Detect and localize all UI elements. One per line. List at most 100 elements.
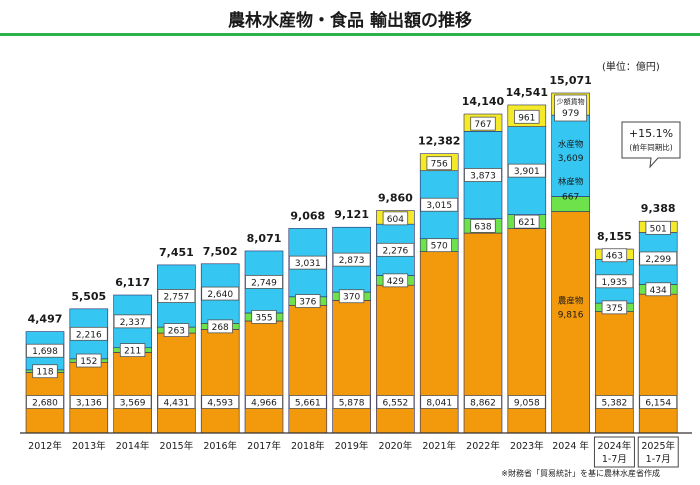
value-label-fish: 3,873 <box>470 171 496 181</box>
unit-label: (単位：億円) <box>602 62 660 73</box>
value-label-small: 961 <box>518 113 535 123</box>
value-label-agri: 6,154 <box>645 399 671 409</box>
value-label-forest: 434 <box>650 286 667 296</box>
value-label-forest: 370 <box>343 293 360 303</box>
value-label-forest: 376 <box>299 298 316 308</box>
value-label-small: 979 <box>562 109 579 119</box>
value-label-agri: 6,552 <box>383 399 409 409</box>
total-label: 15,071 <box>549 74 591 87</box>
value-label-forest: 638 <box>474 222 491 232</box>
value-label-forest-box <box>382 273 409 288</box>
value-label-forest: 667 <box>562 193 579 203</box>
value-label-fish-box <box>113 314 152 329</box>
value-label-forest-box <box>470 218 496 233</box>
value-label-fish: 2,216 <box>76 330 102 340</box>
value-label-agri: 4,966 <box>251 399 277 409</box>
total-label: 14,541 <box>506 86 548 99</box>
value-label-agri: 5,878 <box>339 399 365 409</box>
value-label-agri-box <box>595 395 634 409</box>
value-label-agri: 5,382 <box>602 399 628 409</box>
value-label-fish-box <box>507 163 546 178</box>
category-label: 1-7月 <box>602 454 627 465</box>
category-label: 2024 年 <box>552 440 589 452</box>
value-label-fish-box <box>288 255 327 270</box>
value-label-small-box <box>382 211 409 226</box>
value-label-small: 604 <box>387 215 404 225</box>
value-label-fish-box <box>332 252 371 267</box>
value-label-fish: 3,901 <box>514 167 540 177</box>
bar-segment-fish <box>551 114 590 197</box>
bar-segment-agri <box>595 311 634 434</box>
value-label-forest: 211 <box>124 347 141 357</box>
category-label: 2016年 <box>203 440 237 452</box>
value-label-agri-box <box>26 395 64 409</box>
value-label-agri: 5,661 <box>295 399 321 409</box>
category-label: 2014年 <box>116 440 150 452</box>
source-note: ※財務省「貿易統計」を基に農林水産省作成 <box>501 469 660 478</box>
category-label: 2020年 <box>379 440 413 452</box>
value-label-forest-box <box>514 214 540 229</box>
value-label-agri: 8,041 <box>426 399 452 409</box>
value-label-agri-box <box>464 395 502 409</box>
value-label-fish: 1,698 <box>32 347 58 357</box>
total-label: 8,155 <box>597 230 632 243</box>
value-label-small-box <box>426 156 452 171</box>
small-cargo-box <box>554 94 587 122</box>
value-label-agri-box <box>507 395 546 409</box>
value-label-small-box <box>470 116 496 131</box>
value-label-fish: 3,031 <box>295 259 321 269</box>
value-label-agri: 3,136 <box>76 399 102 409</box>
total-label: 7,451 <box>159 246 194 259</box>
category-label: 2024年 <box>598 440 632 452</box>
value-label-forest: 429 <box>387 277 404 287</box>
category-label: 2021年 <box>422 440 456 452</box>
value-label-forest-box <box>426 238 452 253</box>
value-label-forest-box <box>601 300 628 315</box>
chart-title: 農林水産物・食品 輸出額の推移 <box>228 11 472 31</box>
title-underline <box>0 33 700 36</box>
total-label: 5,505 <box>71 290 106 303</box>
value-label-agri: 8,862 <box>470 399 496 409</box>
value-label-fish: 2,299 <box>645 255 671 265</box>
bar-segment-agri <box>638 293 678 434</box>
category-label: 2023年 <box>510 440 544 452</box>
category-label: 2015年 <box>160 440 194 452</box>
bar-segment-agri <box>288 304 328 434</box>
total-label: 7,502 <box>203 245 238 258</box>
value-label-agri: 9,058 <box>514 399 540 409</box>
value-label-fish: 2,337 <box>120 318 146 328</box>
value-label-agri-box <box>113 395 152 409</box>
value-label-forest-box <box>251 310 277 324</box>
bar-segment-agri <box>332 300 371 434</box>
value-label-agri-box <box>639 395 678 409</box>
total-label: 9,068 <box>290 209 325 222</box>
series-label-forest: 林産物 <box>558 177 584 188</box>
value-label-small: 501 <box>650 224 667 234</box>
value-label-forest-box <box>76 353 102 368</box>
value-label-fish: 2,757 <box>164 293 190 303</box>
total-label: 8,071 <box>247 232 282 245</box>
value-label-forest: 152 <box>80 357 97 367</box>
value-label-small-box <box>514 109 540 124</box>
value-label-forest-box <box>119 343 146 358</box>
total-label: 6,117 <box>115 276 150 289</box>
value-label-fish: 3,015 <box>426 201 452 211</box>
value-label-agri-box <box>420 395 459 409</box>
value-label-forest: 118 <box>36 368 53 378</box>
value-label-fish-box <box>245 275 283 289</box>
category-box <box>593 436 635 468</box>
value-label-agri-box <box>288 395 327 409</box>
value-label-agri-box <box>376 395 415 409</box>
growth-callout <box>621 121 681 169</box>
value-label-fish-box <box>157 289 196 303</box>
growth-callout-note: (前年同期比) <box>629 142 672 152</box>
value-label-agri: 3,569 <box>120 399 146 409</box>
value-label-forest-box <box>645 282 671 297</box>
value-label-fish-box <box>376 242 415 257</box>
value-label-forest-box <box>338 289 365 304</box>
value-label-fish-box <box>69 326 108 341</box>
bar-segment-agri <box>244 320 284 434</box>
value-label-agri: 9,816 <box>558 311 584 321</box>
bar-segment-agri <box>113 352 152 434</box>
